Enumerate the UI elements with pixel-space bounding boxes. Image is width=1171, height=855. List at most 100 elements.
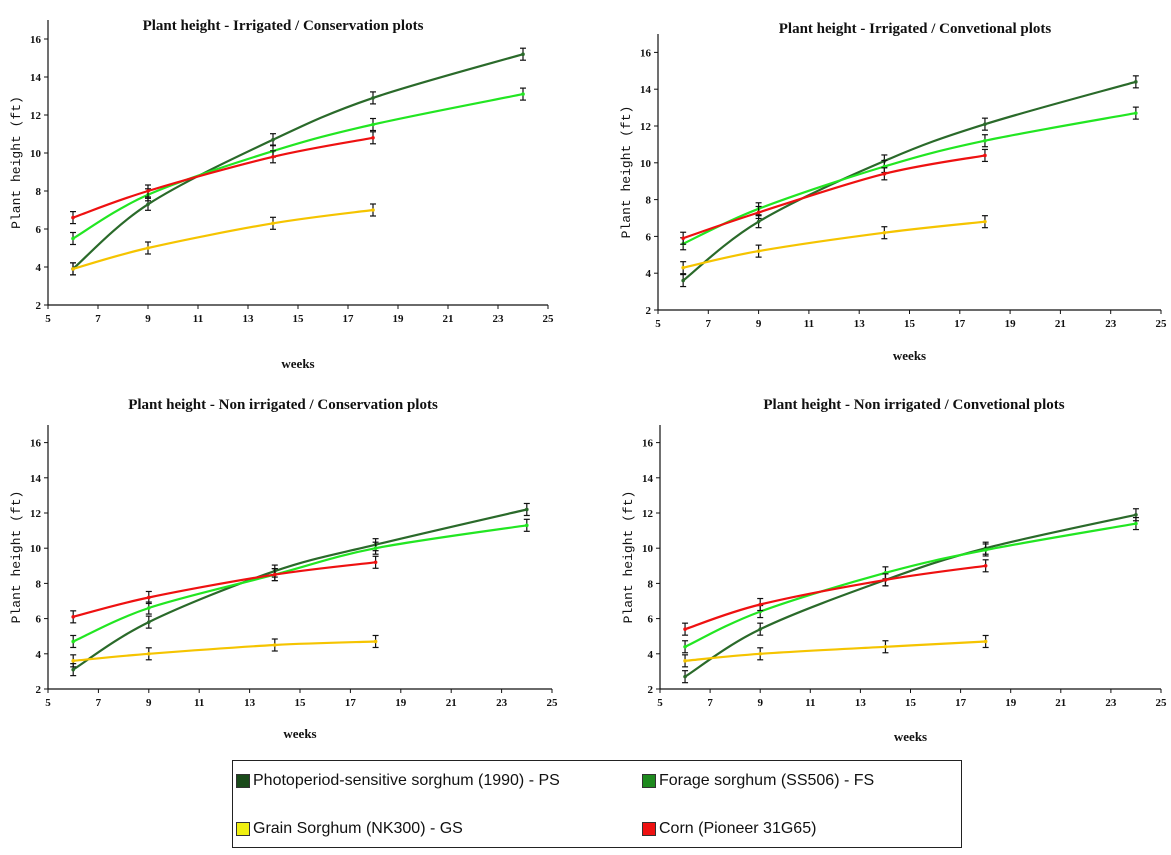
- y-tick-label: 8: [36, 578, 42, 590]
- chart-panel-4: Plant height - Non irrigated / Convetion…: [621, 397, 1167, 744]
- y-tick-label: 4: [648, 649, 654, 661]
- x-tick-label: 13: [243, 313, 255, 325]
- x-axis-label: weeks: [894, 729, 927, 744]
- x-tick-label: 25: [1156, 318, 1168, 330]
- y-tick-label: 14: [640, 84, 652, 96]
- data-point-ps: [983, 122, 987, 126]
- legend-label-ps: Photoperiod-sensitive sorghum (1990) - P…: [253, 772, 560, 789]
- data-point-corn: [758, 602, 762, 607]
- data-point-ps: [71, 667, 75, 672]
- y-axis-label: Plant height (ft): [9, 491, 24, 624]
- data-point-ps: [525, 507, 529, 512]
- data-point-fs: [983, 548, 988, 552]
- data-point-fs: [983, 138, 987, 143]
- data-point-corn: [273, 572, 277, 577]
- x-tick-label: 7: [96, 697, 102, 709]
- x-tick-label: 15: [904, 318, 916, 330]
- x-tick-label: 9: [756, 318, 762, 330]
- y-tick-label: 6: [36, 224, 42, 236]
- data-point-corn: [373, 560, 378, 565]
- y-tick-label: 6: [648, 614, 654, 626]
- y-tick-label: 2: [36, 684, 42, 696]
- x-tick-label: 17: [345, 697, 357, 709]
- x-tick-label: 19: [1005, 697, 1017, 709]
- data-point-fs: [371, 122, 375, 127]
- data-point-fs: [71, 236, 75, 241]
- x-axis-label: weeks: [893, 348, 926, 363]
- y-tick-label: 10: [30, 543, 42, 555]
- data-point-corn: [983, 564, 988, 568]
- data-point-gs: [71, 267, 75, 271]
- x-tick-label: 25: [1156, 697, 1168, 709]
- data-point-fs: [683, 644, 687, 649]
- series-line-corn: [682, 154, 986, 240]
- data-point-gs: [758, 652, 762, 656]
- data-point-ps: [147, 620, 151, 624]
- x-tick-label: 23: [496, 697, 508, 709]
- y-tick-label: 10: [640, 158, 652, 170]
- y-tick-label: 8: [36, 186, 42, 198]
- data-point-ps: [1134, 512, 1138, 517]
- x-tick-label: 19: [1005, 318, 1017, 330]
- x-tick-label: 17: [955, 697, 967, 709]
- y-tick-label: 14: [30, 473, 42, 485]
- data-point-corn: [147, 595, 151, 600]
- legend-swatch-ps: [236, 774, 250, 788]
- series-line-corn: [72, 561, 376, 618]
- x-tick-label: 15: [295, 697, 307, 709]
- data-point-gs: [146, 246, 150, 250]
- x-tick-label: 23: [1105, 697, 1117, 709]
- x-tick-label: 9: [146, 697, 152, 709]
- series-line-ps: [72, 508, 528, 671]
- data-point-ps: [758, 627, 762, 631]
- series-line-gs: [682, 220, 986, 269]
- x-tick-label: 5: [45, 313, 51, 325]
- series-line-ps: [684, 513, 1137, 678]
- data-point-corn: [883, 578, 888, 582]
- y-tick-label: 4: [36, 262, 42, 274]
- y-tick-label: 6: [646, 231, 652, 243]
- x-tick-label: 9: [757, 697, 763, 709]
- x-tick-label: 9: [145, 313, 151, 325]
- data-point-gs: [756, 249, 761, 253]
- y-tick-label: 8: [648, 578, 654, 590]
- chart-title: Plant height - Irrigated / Conservation …: [143, 18, 424, 34]
- x-tick-label: 19: [395, 697, 407, 709]
- y-tick-label: 12: [640, 121, 652, 133]
- chart-title: Plant height - Irrigated / Convetional p…: [779, 21, 1052, 37]
- data-point-gs: [883, 644, 888, 649]
- data-point-fs: [521, 92, 525, 96]
- y-tick-label: 16: [642, 438, 654, 450]
- series-line-corn: [72, 136, 374, 219]
- y-axis-label: Plant height (ft): [621, 491, 636, 624]
- series-line-ps: [682, 80, 1137, 282]
- data-point-gs: [983, 639, 988, 644]
- x-tick-label: 7: [95, 313, 101, 325]
- y-axis-label: Plant height (ft): [9, 96, 24, 229]
- x-tick-label: 15: [905, 697, 917, 709]
- x-tick-label: 11: [805, 697, 815, 709]
- y-tick-label: 2: [648, 684, 654, 696]
- data-point-ps: [683, 674, 687, 679]
- data-point-ps: [1134, 80, 1138, 84]
- legend-label-corn: Corn (Pioneer 31G65): [659, 820, 817, 837]
- x-tick-label: 15: [293, 313, 305, 325]
- x-tick-label: 5: [657, 697, 663, 709]
- x-tick-label: 21: [443, 313, 454, 325]
- legend-swatch-fs: [642, 774, 656, 788]
- y-tick-label: 4: [646, 268, 652, 280]
- data-point-gs: [882, 230, 887, 235]
- y-tick-label: 16: [640, 47, 652, 59]
- x-tick-label: 5: [655, 318, 661, 330]
- y-tick-label: 2: [36, 300, 42, 312]
- series-line-fs: [72, 524, 527, 643]
- legend-item-gs: Grain Sorghum (NK300) - GS: [236, 820, 463, 838]
- y-tick-label: 6: [36, 614, 42, 626]
- data-point-corn: [71, 615, 75, 619]
- data-point-fs: [1134, 521, 1138, 526]
- series-line-gs: [684, 640, 986, 662]
- x-tick-label: 11: [193, 313, 203, 325]
- data-point-corn: [146, 189, 150, 193]
- x-tick-label: 13: [244, 697, 256, 709]
- data-point-gs: [271, 221, 275, 226]
